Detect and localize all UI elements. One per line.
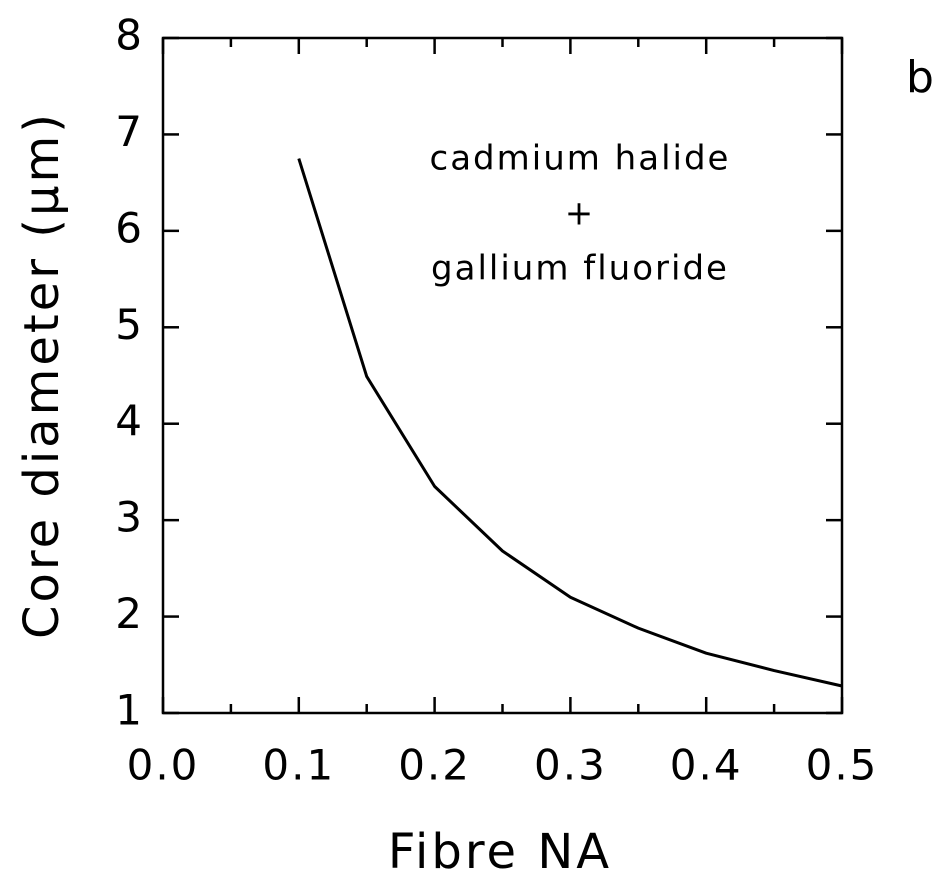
x-tick-label: 0.1	[262, 741, 335, 790]
annotation: cadmium halide	[430, 139, 731, 179]
annotation: +	[565, 194, 596, 234]
data-line	[297, 158, 843, 688]
x-tick-label: 0.4	[670, 741, 743, 790]
x-tick-label: 0.3	[534, 741, 607, 790]
y-axis-label: Core diameter (μm)	[14, 111, 70, 639]
y-tick-label: 3	[115, 493, 142, 542]
y-tick-label: 7	[115, 107, 142, 156]
y-tick-label: 4	[115, 396, 142, 445]
x-axis-label: Fibre NA	[388, 824, 612, 880]
x-tick-label: 0.5	[806, 741, 879, 790]
y-tick-label: 1	[115, 686, 142, 735]
y-tick-label: 2	[115, 589, 142, 638]
panel-label: b	[906, 52, 934, 103]
x-tick-label: 0.2	[398, 741, 471, 790]
y-tick-label: 6	[115, 203, 142, 252]
y-tick-label: 8	[115, 11, 142, 60]
x-tick-label: 0.0	[127, 741, 200, 790]
y-tick-label: 5	[115, 300, 142, 349]
annotation: gallium fluoride	[431, 249, 729, 289]
